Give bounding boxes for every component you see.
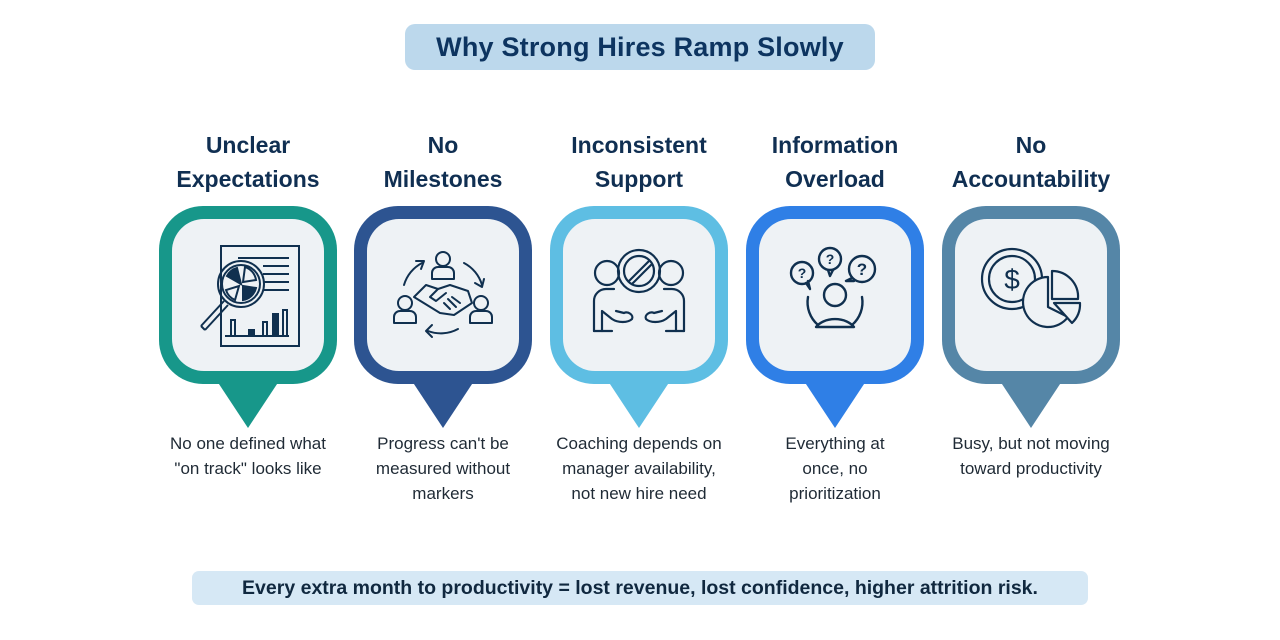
pin-tail <box>802 378 868 428</box>
pin-frame <box>354 206 532 384</box>
pin-marker: $ <box>942 206 1120 428</box>
card-title: No Accountability <box>951 132 1111 192</box>
page-title: Why Strong Hires Ramp Slowly <box>405 24 875 70</box>
handshake-cycle-icon <box>393 251 493 338</box>
pin-frame: ? ? ? <box>746 206 924 384</box>
card-description: Progress can't be measured without marke… <box>375 434 511 503</box>
card-description: No one defined what "on track" looks lik… <box>170 434 326 478</box>
svg-text:?: ? <box>826 251 835 267</box>
pin-tail <box>998 378 1064 428</box>
footer-summary: Every extra month to productivity = lost… <box>192 571 1088 605</box>
icon-container: ? ? ? <box>759 219 911 371</box>
icon-container <box>563 219 715 371</box>
questions-person-icon: ? ? ? <box>789 246 877 329</box>
icon-container: $ <box>955 219 1107 371</box>
pin-frame: $ <box>942 206 1120 384</box>
icon-container <box>367 219 519 371</box>
card-title: Inconsistent Support <box>571 132 707 192</box>
card-title: Unclear Expectations <box>176 132 320 192</box>
pin-tail <box>606 378 672 428</box>
card-information-overload: Information Overload ? ? ? <box>737 128 933 528</box>
card-description: Everything at once, no prioritization <box>785 434 885 503</box>
card-description: Coaching depends on manager availability… <box>556 434 722 503</box>
pin-tail <box>410 378 476 428</box>
pin-marker <box>550 206 728 428</box>
icon-container <box>172 219 324 371</box>
pin-marker: ? ? ? <box>746 206 924 428</box>
pin-marker <box>354 206 532 428</box>
pin-frame <box>159 206 337 384</box>
blocked-support-icon <box>592 248 686 333</box>
card-title: No Milestones <box>383 132 503 192</box>
svg-text:?: ? <box>857 260 867 279</box>
pin-marker <box>159 206 337 428</box>
card-unclear-expectations: Unclear Expectations <box>150 128 346 528</box>
svg-text:?: ? <box>798 265 807 281</box>
svg-text:$: $ <box>1004 264 1020 295</box>
card-no-accountability: No Accountability $ Busy, but not moving… <box>933 128 1129 528</box>
card-description: Busy, but not moving toward productivity <box>952 434 1110 478</box>
card-inconsistent-support: Inconsistent Support <box>541 128 737 528</box>
pin-tail <box>215 378 281 428</box>
pin-frame <box>550 206 728 384</box>
card-no-milestones: No Milestones <box>345 128 541 528</box>
report-magnifier-icon <box>200 245 300 347</box>
card-title: Information Overload <box>771 132 899 192</box>
coin-pie-chart-icon: $ <box>980 247 1082 329</box>
